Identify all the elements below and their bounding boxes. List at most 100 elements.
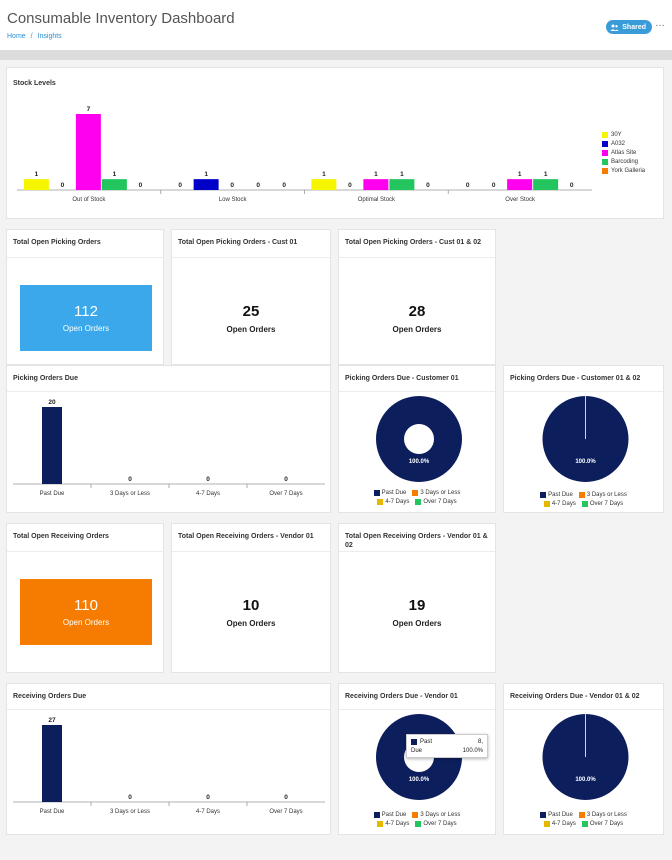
category-label: 4-7 Days — [196, 491, 220, 497]
card-divider — [339, 709, 495, 710]
card-divider — [339, 257, 495, 258]
bar — [75, 114, 101, 190]
kpi-title: Total Open Receiving Orders - Vendor 01 … — [345, 533, 488, 549]
data-label: 0 — [570, 182, 574, 189]
legend-label: A032 — [611, 140, 626, 147]
card-divider — [339, 391, 495, 392]
legend-past-due[interactable]: Past Due — [373, 811, 406, 818]
tooltip-label-1: Past — [420, 738, 433, 745]
legend-item[interactable]: 30Y — [602, 130, 645, 139]
kpi-card-picking-cust01: Total Open Picking Orders - Cust 01 25 O… — [171, 229, 331, 365]
stock-levels-chart: 1 0 7 1 0 Out of Stock 0 1 0 0 0 Low Stock 1 0 1 1 0 Opti… — [17, 106, 592, 203]
kpi-title: Total Open Receiving Orders — [13, 533, 109, 540]
legend-item[interactable]: A032 — [602, 139, 645, 148]
bar — [363, 179, 389, 190]
pie-percent-label: 100.0% — [409, 777, 430, 783]
kpi-value: 112 — [74, 303, 98, 320]
pie-legend: Past Due 3 Days or Less 4-7 Days Over 7 … — [339, 488, 495, 506]
kpi-highlight-box: 112 Open Orders — [20, 285, 152, 351]
legend-over-7[interactable]: Over 7 Days — [415, 498, 457, 505]
kpi-label: Open Orders — [392, 325, 442, 334]
data-label: 0 — [348, 182, 352, 189]
kpi-title: Total Open Picking Orders — [13, 239, 101, 246]
bar — [101, 179, 127, 190]
tooltip-value-1: 8, — [477, 738, 483, 745]
data-label: 0 — [206, 476, 210, 483]
legend-over-7[interactable]: Over 7 Days — [581, 500, 623, 507]
pie-percent-label: 100.0% — [575, 777, 596, 783]
kpi-label: Open Orders — [392, 619, 442, 628]
receiving-due-chart: 27 Past Due 0 3 Days or Less 0 4-7 Days 0 Over … — [13, 717, 325, 815]
users-icon — [610, 24, 619, 31]
legend-swatch — [602, 149, 608, 156]
legend-3-days[interactable]: 3 Days or Less — [578, 811, 627, 818]
data-label: 1 — [518, 171, 522, 178]
category-label: 4-7 Days — [196, 809, 220, 815]
data-label: 0 — [61, 182, 65, 189]
legend-label: York Galleria — [611, 167, 646, 174]
data-label: 1 — [35, 171, 39, 178]
receiving-due-title: Receiving Orders Due — [13, 693, 87, 700]
legend-over-7[interactable]: Over 7 Days — [581, 820, 623, 827]
kpi-value: 25 — [242, 303, 260, 320]
kpi-title: Total Open Receiving Orders - Vendor 01 — [178, 533, 314, 540]
kpi-title: Total Open Picking Orders - Cust 01 & 02 — [345, 239, 482, 246]
category-label: Past Due — [40, 491, 65, 497]
data-label: 0 — [230, 182, 234, 189]
pie-card-picking-c12: Picking Orders Due - Customer 01 & 02 10… — [503, 365, 664, 513]
pie-percent-label: 100.0% — [409, 459, 430, 465]
pie-title: Picking Orders Due - Customer 01 — [345, 375, 459, 382]
legend-3-days[interactable]: 3 Days or Less — [412, 811, 460, 818]
pie-chart: 100.0% — [376, 396, 462, 482]
legend-4-7-days[interactable]: 4-7 Days — [543, 820, 576, 827]
header-band — [0, 50, 672, 60]
data-label: 0 — [139, 182, 143, 189]
data-label: 0 — [426, 182, 430, 189]
category-label: Past Due — [40, 809, 65, 815]
pie-chart: 100.0% — [542, 714, 629, 800]
card-divider — [339, 551, 495, 552]
picking-due-title: Picking Orders Due — [13, 375, 78, 382]
breadcrumb-home[interactable]: Home — [7, 33, 26, 40]
stock-levels-title: Stock Levels — [13, 80, 56, 87]
pie-title: Receiving Orders Due - Vendor 01 & 02 — [510, 693, 640, 700]
stock-legend: 30Y A032 Atlas Site Barcoding York Galleria — [602, 130, 645, 175]
category-label: Over 7 Days — [269, 809, 302, 815]
legend-over-7[interactable]: Over 7 Days — [415, 820, 457, 827]
legend-past-due[interactable]: Past Due — [540, 811, 573, 818]
legend-4-7-days[interactable]: 4-7 Days — [377, 498, 409, 505]
shared-button[interactable]: Shared — [606, 20, 652, 34]
kpi-label: Open Orders — [226, 619, 276, 628]
legend-label: Barcoding — [611, 158, 639, 165]
legend-4-7-days[interactable]: 4-7 Days — [543, 500, 576, 507]
picking-due-card: Picking Orders Due 20 Past Due 0 3 Days or … — [6, 365, 331, 513]
bar — [311, 179, 337, 190]
tooltip-swatch — [411, 738, 417, 745]
picking-due-chart: 20 Past Due 0 3 Days or Less 0 4-7 Days 0 Over … — [13, 399, 325, 497]
page-title: Consumable Inventory Dashboard — [7, 10, 235, 27]
legend-item[interactable]: York Galleria — [602, 166, 645, 175]
tooltip-label-2: Due — [411, 747, 423, 754]
legend-item[interactable]: Atlas Site — [602, 148, 645, 157]
legend-item[interactable]: Barcoding — [602, 157, 645, 166]
legend-past-due[interactable]: Past Due — [540, 491, 573, 498]
data-label: 1 — [400, 171, 404, 178]
legend-3-days[interactable]: 3 Days or Less — [578, 491, 627, 498]
kpi-card-receiving-total: Total Open Receiving Orders 110 Open Ord… — [6, 523, 164, 673]
category-label: Over Stock — [505, 197, 536, 203]
data-label: 7 — [87, 106, 91, 113]
category-label: 3 Days or Less — [110, 491, 150, 497]
data-label: 0 — [466, 182, 470, 189]
data-label: 1 — [322, 171, 326, 178]
legend-label: 30Y — [611, 131, 622, 138]
card-divider — [7, 391, 330, 392]
kpi-value: 28 — [408, 303, 426, 320]
legend-3-days[interactable]: 3 Days or Less — [412, 489, 460, 496]
breadcrumb-insights[interactable]: Insights — [37, 33, 62, 40]
legend-swatch — [602, 158, 608, 165]
more-options-icon[interactable]: … — [655, 18, 666, 29]
legend-past-due[interactable]: Past Due — [373, 489, 406, 496]
kpi-highlight-box: 110 Open Orders — [20, 579, 152, 645]
pie-card-receiving-v12: Receiving Orders Due - Vendor 01 & 02 10… — [503, 683, 664, 835]
legend-4-7-days[interactable]: 4-7 Days — [377, 820, 409, 827]
